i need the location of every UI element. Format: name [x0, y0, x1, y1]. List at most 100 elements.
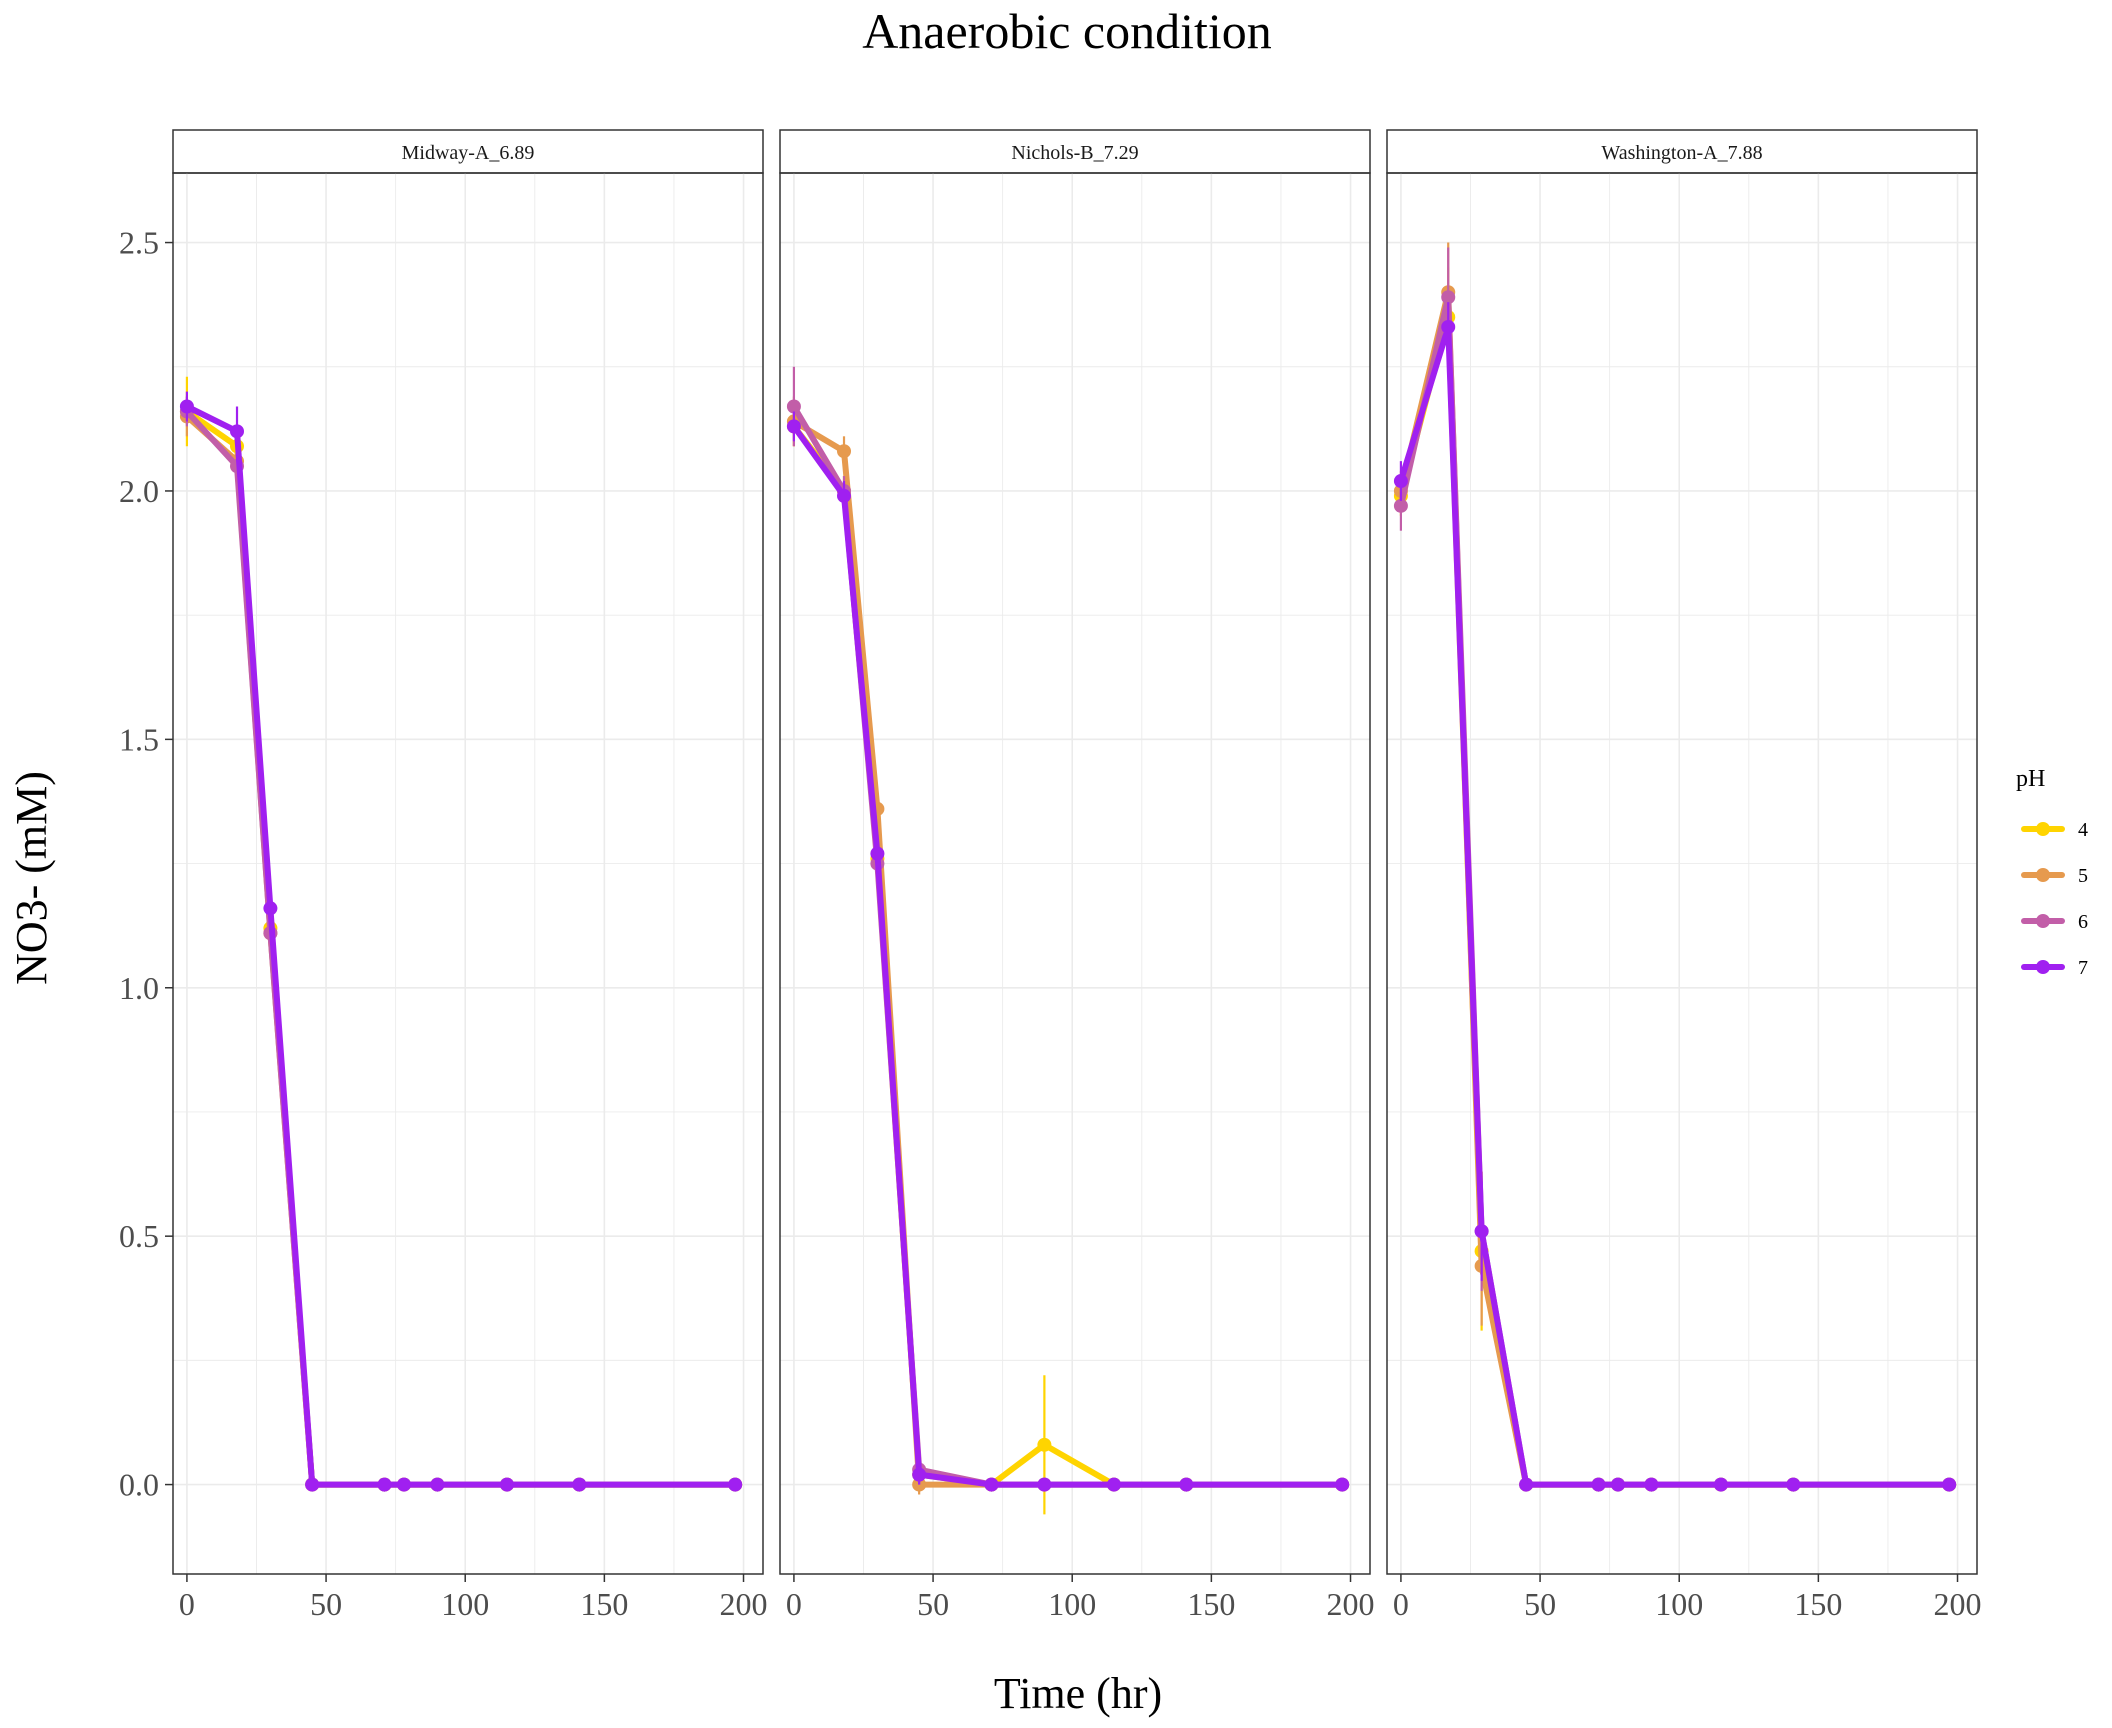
x-tick-label: 0	[1393, 1586, 1409, 1622]
x-tick-label: 0	[179, 1586, 195, 1622]
data-point	[1519, 1477, 1534, 1492]
panel-2: Nichols-B_7.29 0 50 100 150 200	[779, 129, 1375, 1622]
legend: pH 4 5 6 7	[2016, 766, 2088, 979]
x-tick-label: 150	[580, 1586, 628, 1622]
series-ph-6	[1393, 247, 1957, 1492]
y-axis-title: NO3- (mM)	[7, 771, 56, 985]
data-point	[1474, 1224, 1489, 1239]
data-point	[1393, 474, 1408, 489]
data-point	[499, 1477, 514, 1492]
x-tick-label: 150	[1187, 1586, 1235, 1622]
data-point	[984, 1477, 999, 1492]
y-tick-label: 0.5	[119, 1218, 159, 1254]
y-tick-label: 2.5	[119, 225, 159, 261]
data-point	[1441, 290, 1456, 305]
panel-grid	[173, 173, 763, 1574]
data-point	[1644, 1477, 1659, 1492]
data-point	[786, 419, 801, 434]
data-point	[786, 399, 801, 414]
y-tick-label: 1.5	[119, 721, 159, 757]
series-line	[790, 418, 1346, 1488]
panel-strip	[779, 129, 1371, 174]
data-point	[728, 1477, 743, 1492]
chart-title: Anaerobic condition	[862, 3, 1272, 59]
data-point	[230, 424, 245, 439]
data-point	[1106, 1477, 1121, 1492]
x-tick-label: 0	[786, 1586, 802, 1622]
panel-strip-label: Nichols-B_7.29	[1011, 142, 1138, 164]
series-line	[1397, 289, 1953, 1488]
x-tick-label: 50	[917, 1586, 949, 1622]
series-ph-6	[179, 396, 743, 1492]
panel-strip	[1386, 129, 1978, 174]
panel-strip-label: Washington-A_7.88	[1601, 142, 1762, 164]
x-tick-label: 50	[310, 1586, 342, 1622]
data-point	[430, 1477, 445, 1492]
series-line	[183, 408, 739, 1488]
legend-item: 4	[2021, 819, 2088, 841]
data-point	[1591, 1477, 1606, 1492]
legend-title: pH	[2016, 766, 2045, 792]
data-point	[870, 846, 885, 861]
panel-border	[779, 172, 1371, 1575]
legend-label: 5	[2078, 865, 2088, 887]
series-line	[1397, 314, 1953, 1488]
panel-border	[172, 172, 764, 1575]
data-point	[1441, 320, 1456, 335]
series-ph-7	[179, 391, 743, 1492]
legend-label: 6	[2078, 911, 2088, 933]
legend-label: 7	[2078, 957, 2088, 979]
panel-grid	[780, 173, 1370, 1574]
data-point	[396, 1477, 411, 1492]
legend-key-point	[2036, 868, 2050, 882]
x-axis: 0 50 100 150 200	[1393, 1574, 1982, 1622]
data-point	[263, 901, 278, 916]
x-tick-label: 100	[1048, 1586, 1096, 1622]
x-tick-label: 150	[1794, 1586, 1842, 1622]
panel-3: Washington-A_7.88 0 50 100 150 200	[1386, 129, 1982, 1622]
data-point	[837, 444, 852, 459]
panel-1: Midway-A_6.89 0 50 100 150 200	[172, 129, 768, 1622]
series-ph-5	[179, 396, 743, 1492]
panel-group: Midway-A_6.89 0 50 100 150 200 Nichols-B_7.29 0…	[172, 129, 1982, 1622]
series-line	[1397, 294, 1953, 1488]
x-axis: 0 50 100 150 200	[786, 1574, 1375, 1622]
data-point	[1037, 1477, 1052, 1492]
data-point	[1335, 1477, 1350, 1492]
series-ph-5	[786, 396, 1350, 1495]
x-axis: 0 50 100 150 200	[179, 1574, 768, 1622]
y-axis: 0.0 0.5 1.0 1.5 2.0 2.5	[119, 225, 173, 1503]
series-line	[183, 403, 739, 1488]
series-line	[1397, 324, 1953, 1488]
series-ph-4	[786, 406, 1350, 1515]
data-point	[837, 488, 852, 503]
legend-label: 4	[2078, 819, 2088, 841]
panel-border	[1386, 172, 1978, 1575]
legend-key-point	[2036, 822, 2050, 836]
data-point	[1713, 1477, 1728, 1492]
y-tick-label: 2.0	[119, 473, 159, 509]
panel-strip	[172, 129, 764, 174]
data-point	[1037, 1437, 1052, 1452]
series-ph-5	[1393, 242, 1957, 1492]
series-ph-7	[786, 411, 1350, 1492]
series-line	[790, 423, 1346, 1488]
x-tick-label: 100	[441, 1586, 489, 1622]
x-tick-label: 200	[1934, 1586, 1982, 1622]
series-ph-7	[1393, 302, 1957, 1492]
legend-item: 7	[2021, 957, 2088, 979]
data-point	[1393, 498, 1408, 513]
x-tick-label: 100	[1655, 1586, 1703, 1622]
data-point	[1179, 1477, 1194, 1492]
legend-key-point	[2036, 914, 2050, 928]
y-tick-label: 0.0	[119, 1467, 159, 1503]
data-point	[179, 399, 194, 414]
data-point	[1786, 1477, 1801, 1492]
x-axis-title: Time (hr)	[994, 1669, 1162, 1718]
x-tick-label: 200	[720, 1586, 768, 1622]
x-tick-label: 200	[1327, 1586, 1375, 1622]
x-tick-label: 50	[1524, 1586, 1556, 1622]
data-point	[305, 1477, 320, 1492]
legend-item: 5	[2021, 865, 2088, 887]
